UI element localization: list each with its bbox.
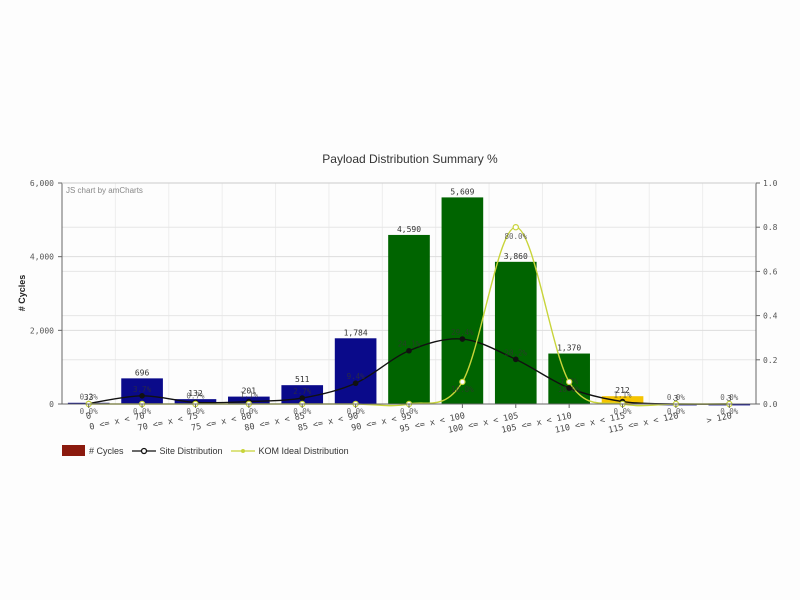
- data-point[interactable]: [512, 223, 519, 231]
- point-value-label: 0.0%: [400, 407, 419, 416]
- legend-label: Site Distribution: [159, 445, 223, 456]
- bar[interactable]: [494, 261, 537, 404]
- bar-value-label: 1,784: [344, 328, 368, 337]
- bar-value-label: 696: [135, 368, 150, 377]
- point-value-label: 0.0%: [667, 407, 686, 416]
- point-value-label: 24.1%: [398, 340, 421, 349]
- point-value-label: 1.1%: [614, 391, 633, 400]
- bar-value-label: 132: [188, 389, 203, 398]
- point-value-label: 20.2%: [504, 348, 527, 357]
- point-value-label: 0.2%: [80, 393, 99, 402]
- x-category-label: 0: [85, 411, 92, 422]
- point-value-label: 29.4%: [451, 328, 474, 337]
- bar-value-label: 3: [727, 394, 732, 403]
- data-point[interactable]: [299, 395, 306, 401]
- bar[interactable]: [334, 338, 377, 404]
- point-value-label: 80.0%: [504, 232, 527, 241]
- amcharts-credit[interactable]: JS chart by amCharts: [66, 186, 143, 195]
- point-value-label: 2.7%: [293, 387, 312, 396]
- bar[interactable]: [388, 234, 430, 404]
- y2-tick-label: 0.8: [763, 223, 778, 232]
- data-point[interactable]: [406, 347, 412, 354]
- data-point[interactable]: [565, 378, 573, 386]
- legend-item-kom-ideal[interactable]: KOM Ideal Distribution: [230, 445, 349, 456]
- bar-value-label: 201: [242, 387, 257, 396]
- bar-value-label: 3: [674, 394, 679, 403]
- point-value-label: 0.0%: [720, 407, 739, 416]
- point-value-label: 0.0%: [80, 407, 99, 416]
- line-series: 0.2%3.7%0.7%1.1%2.7%9.4%24.1%29.4%20.2%7…: [80, 223, 739, 416]
- point-value-label: 0.7%: [186, 391, 205, 400]
- legend-label: KOM Ideal Distribution: [258, 445, 349, 456]
- point-value-label: 1.1%: [240, 391, 259, 400]
- data-point[interactable]: [512, 356, 519, 363]
- bar-value-label: 212: [615, 386, 630, 395]
- y-tick-label: 0: [49, 400, 54, 409]
- bar-value-label: 4,590: [397, 225, 421, 234]
- y-tick-label: 4,000: [30, 253, 54, 262]
- legend-item-site-distribution[interactable]: Site Distribution: [131, 445, 223, 456]
- y2-tick-label: 0.6: [763, 267, 778, 276]
- data-point[interactable]: [139, 393, 145, 399]
- point-value-label: 9.4%: [347, 372, 366, 381]
- legend-label: # Cycles: [89, 445, 124, 456]
- bar-value-label: 3,860: [504, 252, 528, 261]
- point-value-label: 0.0%: [347, 407, 366, 416]
- line-marker-icon: [131, 447, 156, 454]
- bar[interactable]: [121, 378, 163, 404]
- point-value-label: 0.0%: [720, 393, 739, 402]
- x-category-label: > 120: [706, 411, 733, 426]
- bar-value-label: 33: [84, 393, 94, 402]
- point-value-label: 0.0%: [667, 393, 686, 402]
- y-tick-label: 2,000: [30, 326, 54, 335]
- point-value-label: 0.0%: [133, 407, 152, 416]
- legend: # Cycles Site Distribution KOM Ideal Dis…: [62, 445, 349, 456]
- data-point[interactable]: [459, 378, 466, 386]
- y-axis-label: # Cycles: [17, 275, 27, 312]
- cycles-swatch-icon: [62, 445, 85, 456]
- data-point[interactable]: [352, 380, 359, 387]
- point-value-label: 3.7%: [133, 385, 152, 394]
- y2-tick-label: 0.0: [763, 400, 778, 409]
- y2-tick-label: 0.4: [763, 312, 778, 321]
- y2-tick-label: 0.2: [763, 356, 778, 365]
- point-value-label: 0.0%: [186, 407, 205, 416]
- bar-value-label: 1,370: [557, 344, 581, 353]
- bar-value-label: 511: [295, 375, 310, 384]
- legend-item-cycles[interactable]: # Cycles: [62, 445, 124, 456]
- chart-title: Payload Distribution Summary %: [322, 152, 498, 166]
- data-point[interactable]: [566, 385, 572, 391]
- point-value-label: 0.0%: [293, 407, 312, 416]
- point-value-label: 0.0%: [614, 407, 633, 416]
- bar[interactable]: [441, 197, 484, 404]
- point-value-label: 10.0%: [451, 385, 474, 394]
- point-value-label: 10.0%: [558, 385, 581, 394]
- bar-value-label: 5,609: [450, 187, 474, 196]
- line-marker-icon: [230, 448, 255, 453]
- y-tick-label: 6,000: [30, 179, 54, 188]
- point-value-label: 0.0%: [240, 407, 259, 416]
- y2-tick-label: 1.0: [763, 179, 778, 188]
- data-point[interactable]: [459, 336, 466, 342]
